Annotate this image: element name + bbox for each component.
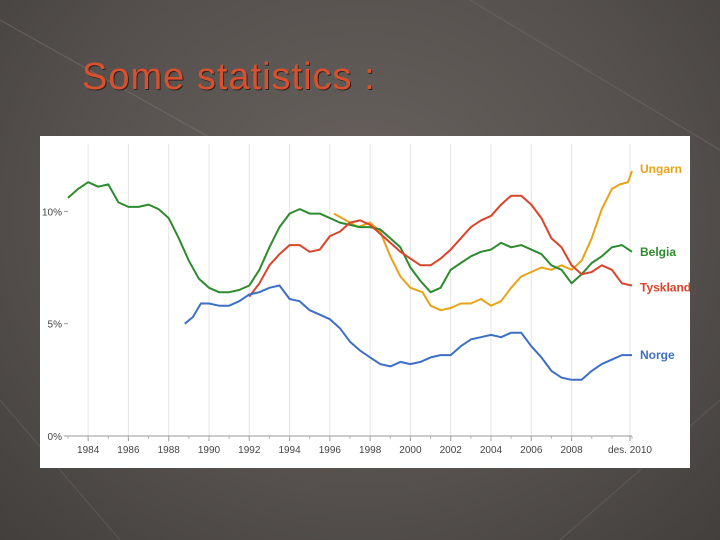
x-tick-label: des. 2010: [608, 445, 652, 456]
x-tick-label: 1992: [238, 445, 261, 456]
series-line-tyskland: [248, 194, 633, 298]
x-tick-label: 1996: [319, 445, 342, 456]
slide-title: Some statistics :: [82, 56, 376, 98]
x-tick-label: 1990: [198, 445, 221, 456]
chart-panel: 0% 5% 10% 1984 1986 1988 1990 1992 1994 1996 1998…: [40, 136, 690, 468]
x-tick-label: 1988: [158, 445, 181, 456]
x-tick-label: 1986: [117, 445, 140, 456]
legend-label-tyskland: Tyskland: [640, 281, 690, 295]
legend-label-ungarn: Ungarn: [640, 162, 682, 176]
y-tick-label: 10%: [42, 207, 62, 218]
series-line-norge: [184, 284, 632, 381]
legend-label-belgia: Belgia: [640, 245, 676, 259]
x-tick-label: 2006: [520, 445, 543, 456]
y-tick-label: 5%: [48, 320, 63, 331]
series-line-belgia: [67, 181, 633, 294]
legend: Ungarn Belgia Tyskland Norge: [640, 162, 690, 362]
y-axis: 0% 5% 10%: [42, 207, 68, 443]
x-tick-label: 2004: [480, 445, 503, 456]
x-tick-label: 1998: [359, 445, 382, 456]
legend-label-norge: Norge: [640, 348, 675, 362]
line-chart: 0% 5% 10% 1984 1986 1988 1990 1992 1994 1996 1998…: [42, 144, 690, 456]
y-tick-label: 0%: [48, 432, 63, 443]
grid: [87, 144, 631, 436]
x-tick-label: 2002: [440, 445, 463, 456]
series-line-ungarn: [333, 170, 633, 312]
x-axis: 1984 1986 1988 1990 1992 1994 1996 1998 2000 2002…: [67, 435, 652, 456]
x-tick-label: 2008: [560, 445, 583, 456]
x-tick-label: 1994: [278, 445, 301, 456]
x-tick-label: 2000: [399, 445, 422, 456]
x-tick-label: 1984: [77, 445, 100, 456]
series-lines: [67, 170, 633, 381]
